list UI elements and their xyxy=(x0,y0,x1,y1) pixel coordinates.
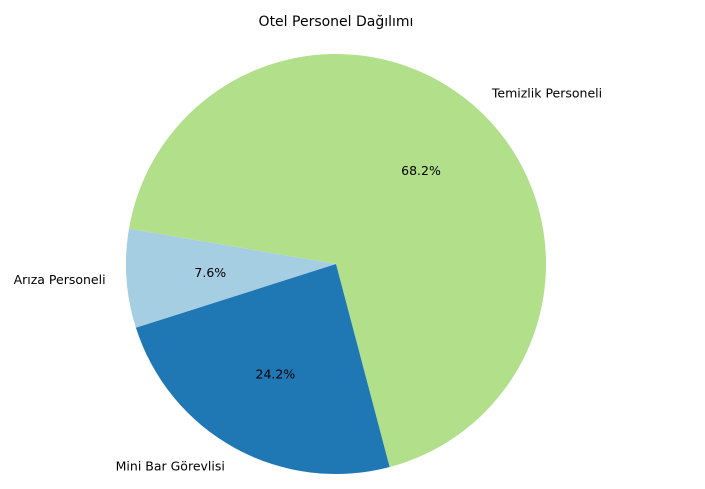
chart-title: Otel Personel Dağılımı xyxy=(259,14,414,30)
pie-category-label-2: Mini Bar Görevlisi xyxy=(116,459,225,474)
pie-slice-2 xyxy=(135,264,390,474)
pie-slice-0 xyxy=(128,54,546,468)
pie-category-label-0: Temizlik Personeli xyxy=(491,86,602,101)
pie-percent-label-1: 7.6% xyxy=(194,265,226,280)
pie-percent-label-0: 68.2% xyxy=(401,163,441,178)
pie-slices xyxy=(125,54,546,474)
pie-labels: 68.2% Temizlik Personeli 7.6% Arıza Persone… xyxy=(14,86,603,474)
pie-slice-1 xyxy=(125,228,336,328)
pie-percent-label-2: 24.2% xyxy=(256,366,296,381)
pie-category-label-1: Arıza Personeli xyxy=(14,272,106,287)
